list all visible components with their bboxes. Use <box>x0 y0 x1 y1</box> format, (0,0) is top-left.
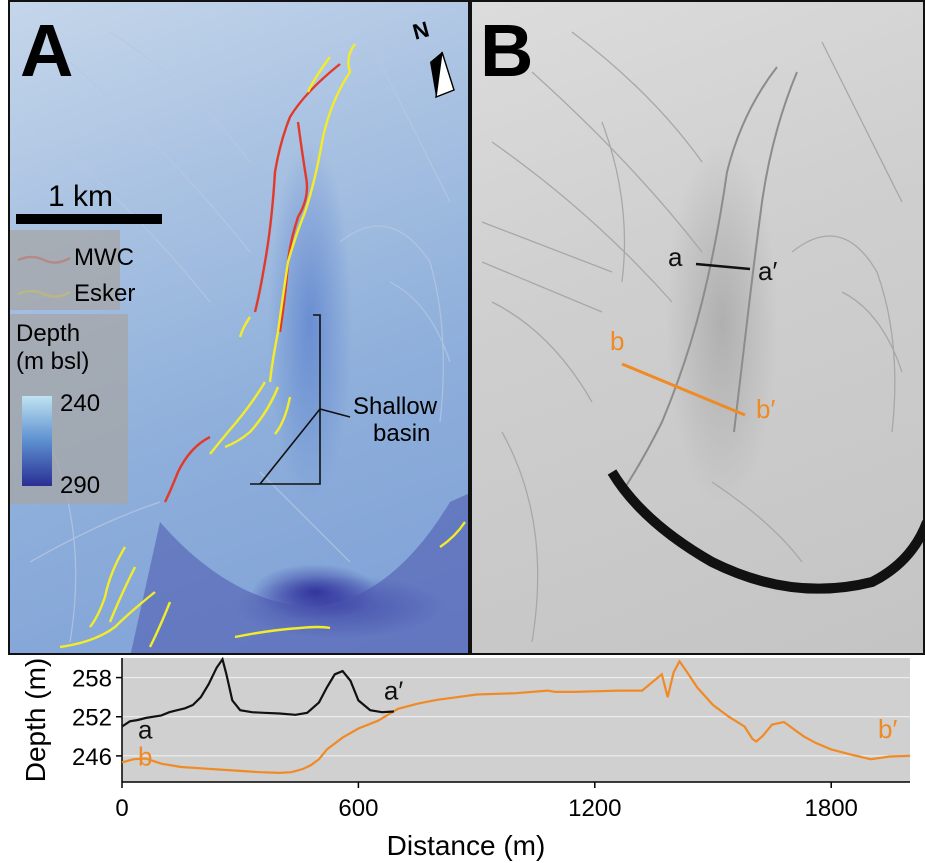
map-panel-b: B a a′ b b′ <box>470 0 925 655</box>
series-b-end-label: b′ <box>878 714 897 744</box>
north-arrow-icon <box>430 51 455 99</box>
scarp <box>607 469 923 594</box>
scale-label: 1 km <box>48 180 114 213</box>
x-tick-label-0: 0 <box>115 795 128 822</box>
depth-max-label: 240 <box>60 390 101 417</box>
axes: 246 252 258 0 600 1200 1800 <box>72 658 910 822</box>
panel-b-letter: B <box>480 9 534 92</box>
scale-bar <box>16 214 162 224</box>
shallow-basin-bracket <box>250 314 351 485</box>
map-panel-a: A N 1 km MWC Esker Depth (m bsl) 240 290… <box>8 0 470 655</box>
series-group <box>121 656 911 775</box>
y-tick-label-252: 252 <box>72 705 112 732</box>
y-tick-label-258: 258 <box>72 666 112 693</box>
y-tick-label-246: 246 <box>72 744 112 771</box>
shallow-basin-label-2: basin <box>373 420 431 447</box>
section-b-end-label: b′ <box>756 394 776 424</box>
hillshade-texture <box>481 31 903 643</box>
series-line-b <box>121 659 911 775</box>
grid-lines <box>122 677 910 757</box>
depth-colorbar <box>22 396 52 486</box>
shallow-basin-label: Shallow <box>353 393 438 420</box>
depth-legend: Depth (m bsl) 240 290 <box>10 314 128 504</box>
panel-b-overlay <box>481 31 923 643</box>
mwc-legend-label: MWC <box>74 244 134 271</box>
depth-min-label: 290 <box>60 472 101 499</box>
x-tick-label-1200: 1200 <box>568 795 621 822</box>
x-tick-label-1800: 1800 <box>805 795 858 822</box>
streamlines <box>29 31 451 643</box>
series-a-end-label: a′ <box>384 676 403 706</box>
section-b-start-label: b <box>610 326 625 356</box>
section-a-end-label: a′ <box>758 256 778 286</box>
depth-profile-chart: 246 252 258 0 600 1200 1800 b b′ a a′ Distance (m… <box>20 656 911 861</box>
depth-legend-title: Depth <box>16 320 81 347</box>
line-legend <box>10 230 120 310</box>
x-axis-title: Distance (m) <box>387 830 546 861</box>
y-axis-title: Depth (m) <box>20 658 51 782</box>
section-a-line <box>695 262 751 271</box>
valley-edges <box>621 66 798 493</box>
series-line-a <box>121 656 394 728</box>
section-b-line <box>621 362 746 417</box>
panel-a-overlay <box>16 31 468 653</box>
x-tick-label-600: 600 <box>338 795 378 822</box>
mwc-lines <box>163 63 341 503</box>
series-b-start-label: b <box>138 741 152 771</box>
section-a-start-label: a <box>668 242 683 272</box>
series-a-start-label: a <box>138 715 153 745</box>
depth-legend-unit: (m bsl) <box>16 348 90 375</box>
panel-a-letter: A <box>20 9 74 92</box>
plot-area <box>122 658 910 782</box>
esker-legend-label: Esker <box>74 280 136 307</box>
labels-group: b b′ a a′ <box>138 676 897 772</box>
esker-lines <box>59 43 466 649</box>
